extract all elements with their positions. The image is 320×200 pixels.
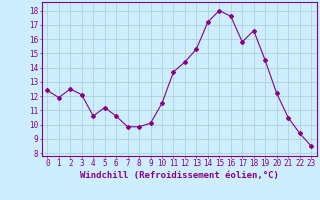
X-axis label: Windchill (Refroidissement éolien,°C): Windchill (Refroidissement éolien,°C) bbox=[80, 171, 279, 180]
